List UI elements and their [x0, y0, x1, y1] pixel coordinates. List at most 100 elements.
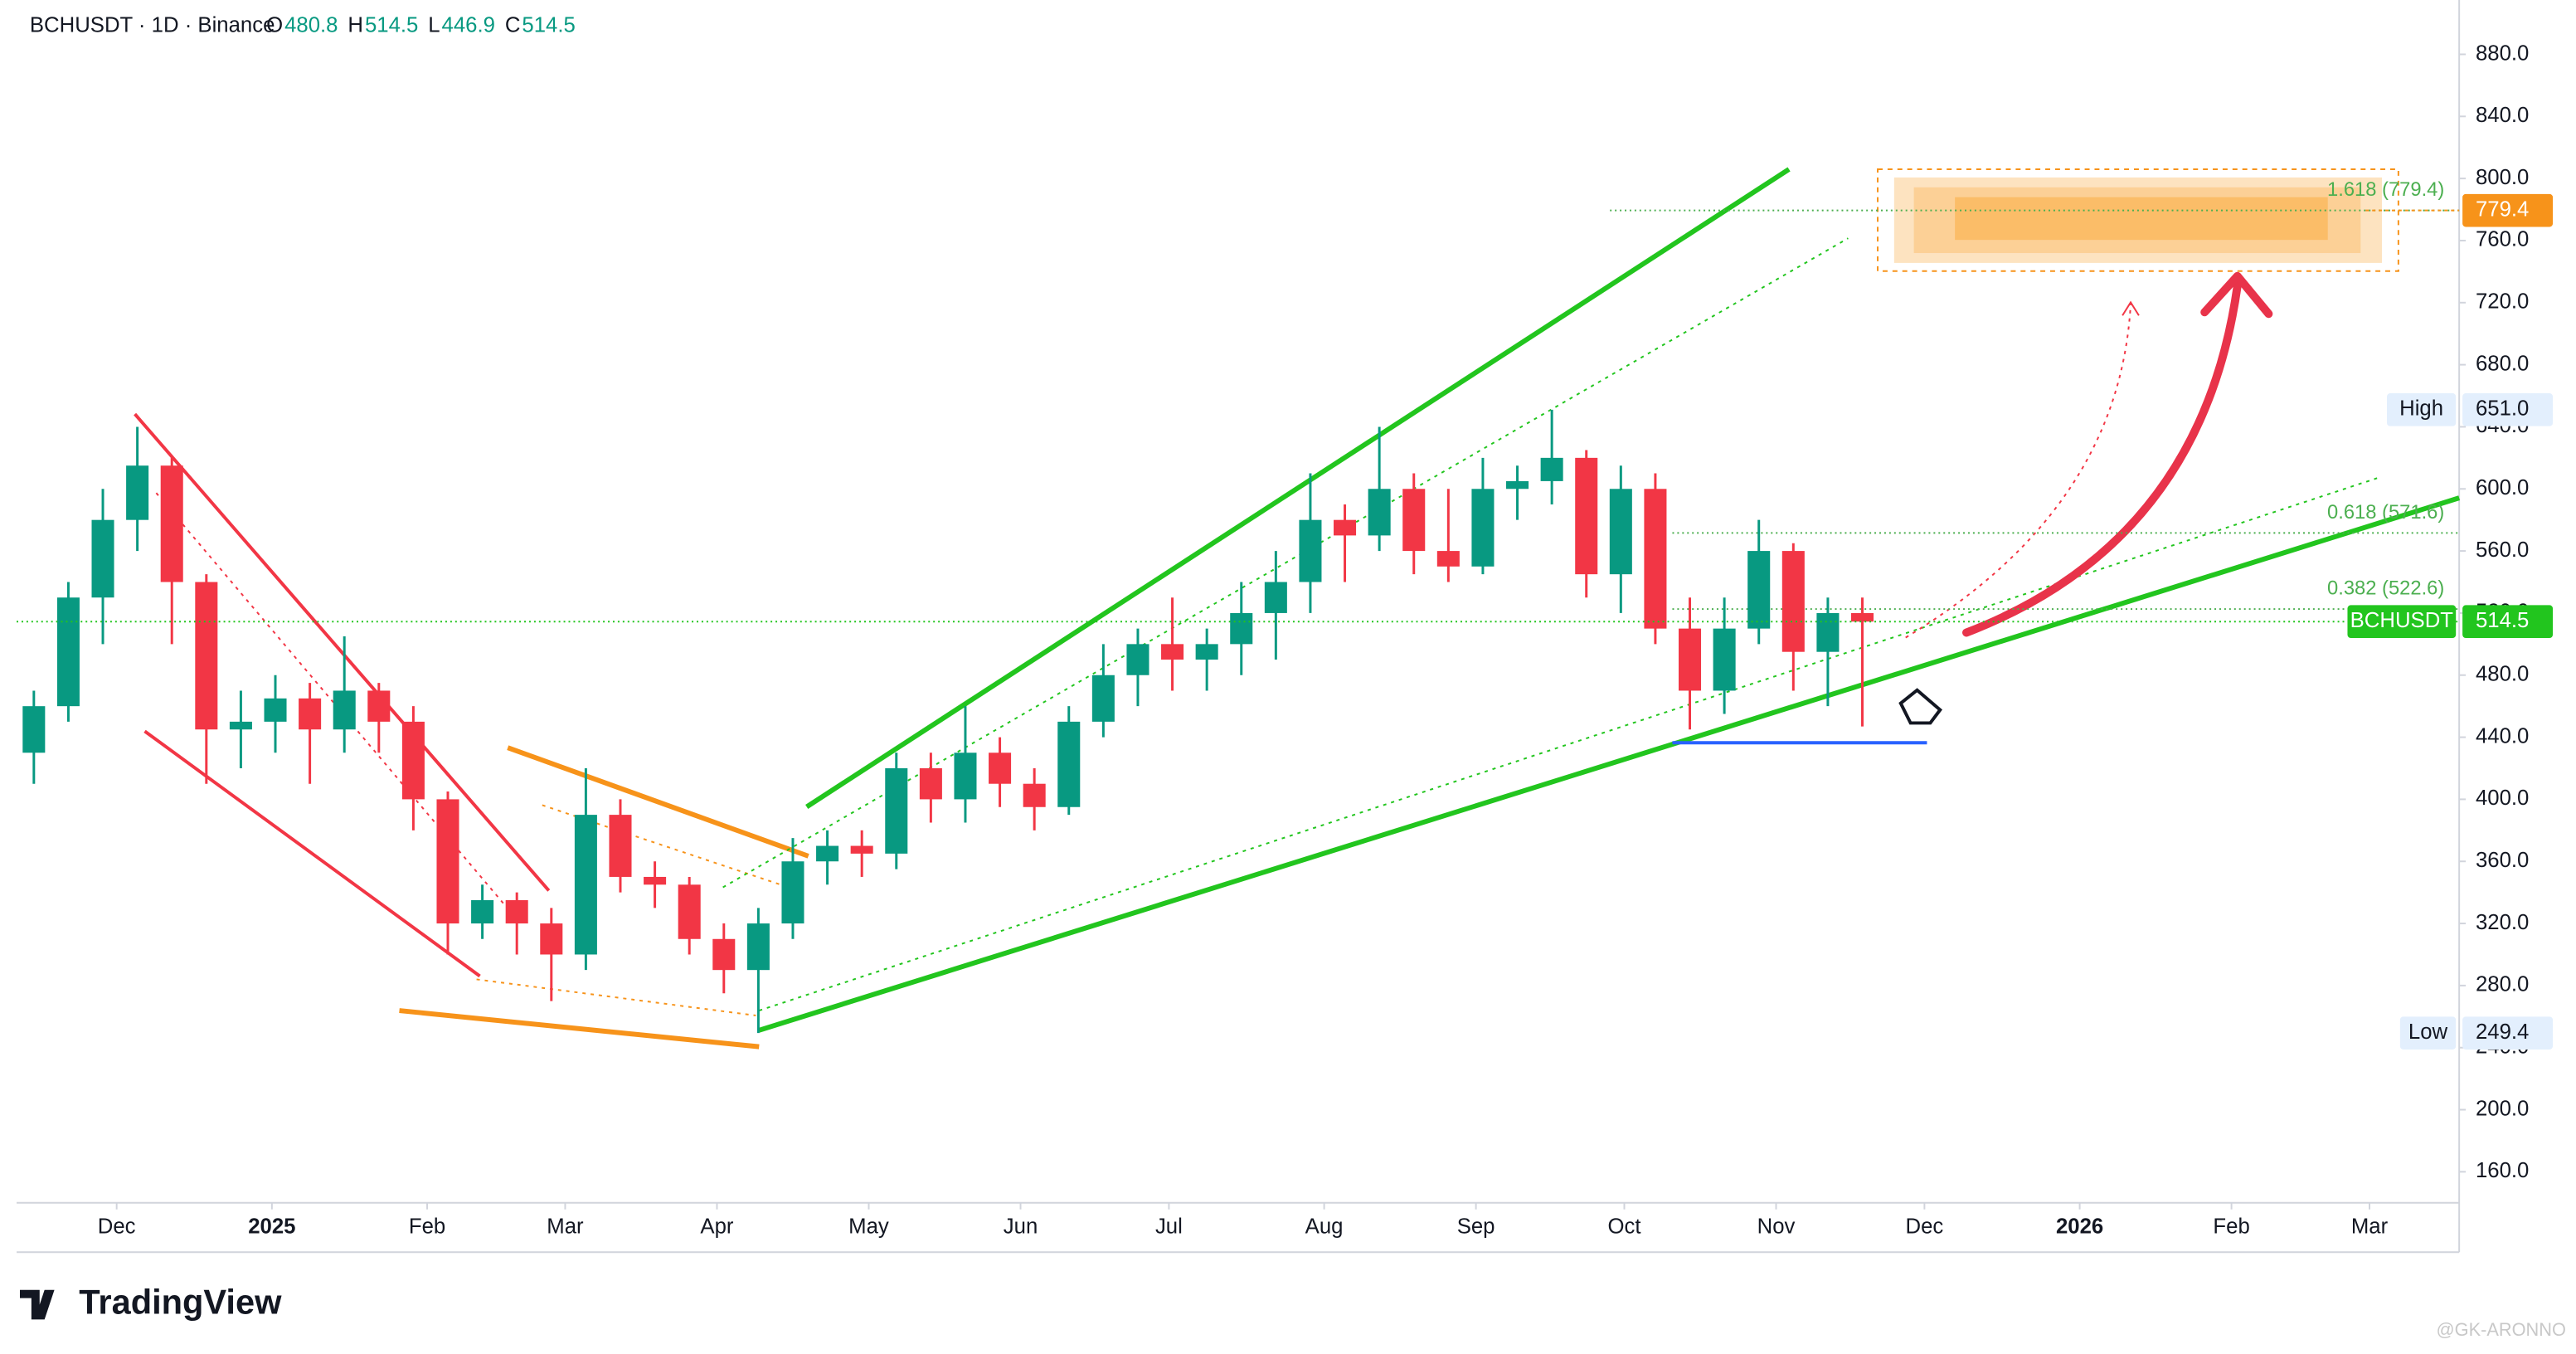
candle-body [1091, 675, 1115, 722]
target-zone [1955, 197, 2328, 241]
price-badge-label: 249.4 [2476, 1020, 2529, 1044]
price-badge [2462, 393, 2554, 426]
x-tick-label: Apr [700, 1215, 733, 1238]
candle-body [1575, 457, 1598, 575]
badge-name-bg [2347, 605, 2457, 639]
brand-name: TradingView [79, 1283, 282, 1322]
symbol-title: BCHUSDT · 1D · Binance [30, 13, 275, 37]
candle-body [919, 767, 942, 800]
y-tick-label: 200.0 [2476, 1097, 2529, 1120]
trendline [134, 412, 551, 892]
projection-arrow [1905, 304, 2132, 639]
x-tick-label: Feb [409, 1215, 445, 1238]
candle-body [885, 767, 908, 854]
candle-body [367, 690, 391, 722]
candle-body [264, 698, 287, 722]
badge-name-bg [2387, 393, 2457, 426]
x-tick-label: 2026 [2056, 1215, 2103, 1238]
candle-body [22, 706, 46, 753]
ohlc-value: 480.8 [284, 13, 338, 37]
drawings [134, 167, 2461, 1050]
target-zone [1877, 168, 2399, 272]
candle-body [678, 884, 701, 939]
candle-body [195, 582, 218, 730]
y-tick-label: 400.0 [2476, 787, 2529, 810]
badge-name: High [2399, 397, 2443, 421]
candle-body [644, 876, 667, 885]
price-badge-label: 651.0 [2476, 397, 2529, 421]
candle-body [1747, 551, 1771, 629]
candle-body [1816, 612, 1840, 652]
candle-body [333, 690, 356, 730]
price-badge [2462, 1016, 2554, 1050]
badge-name-bg [2399, 1016, 2457, 1050]
candle-body [1436, 551, 1460, 567]
x-tick-label: Sep [1457, 1215, 1495, 1238]
candle-body [1230, 612, 1253, 645]
candle-body [1506, 480, 1529, 489]
watermark: @GK-ARONNO [2437, 1319, 2566, 1340]
projection-arrow [1962, 281, 2242, 637]
candle-body [954, 752, 977, 800]
candle-body [505, 900, 528, 924]
trendline [722, 237, 1849, 889]
y-tick-label: 560.0 [2476, 538, 2529, 562]
x-tick-label: Mar [2351, 1215, 2389, 1238]
price-badge-label: 514.5 [2476, 609, 2529, 632]
cursor-icon [1898, 688, 1942, 725]
ohlc-value: 514.5 [522, 13, 575, 37]
y-tick-label: 440.0 [2476, 724, 2529, 748]
candle-body [126, 465, 149, 520]
ohlc-key: L [428, 13, 440, 37]
candle-body [1195, 644, 1218, 660]
candle-body [781, 861, 804, 924]
price-badge [2462, 605, 2554, 639]
ohlc-value: 446.9 [442, 13, 495, 37]
badge-name: Low [2408, 1020, 2448, 1044]
plot: 1.618 (779.4) 0.618 (571.6) 0.382 (522.6) [17, 178, 2460, 1034]
candle-body [1126, 644, 1149, 675]
badge-name: BCHUSDT [2350, 609, 2454, 632]
candle-body [746, 923, 770, 971]
candle-body [1161, 644, 1184, 660]
x-tick-label: Jun [1004, 1215, 1038, 1238]
candle-body [1679, 628, 1702, 691]
candle-body [401, 721, 425, 800]
ohlc-value: 514.5 [365, 13, 418, 37]
fib-label: 0.382 (522.6) [2327, 577, 2444, 600]
candle-body [712, 938, 736, 971]
candle-body [850, 845, 873, 854]
fib-label: 0.618 (571.6) [2327, 501, 2444, 524]
trendline [476, 978, 756, 1016]
y-tick-label: 600.0 [2476, 476, 2529, 499]
candle-body [436, 799, 459, 924]
y-tick-label: 840.0 [2476, 104, 2529, 127]
candle-body [1471, 489, 1495, 567]
trendline [399, 1008, 760, 1050]
candle-body [1609, 489, 1632, 575]
x-tick-label: Nov [1757, 1215, 1796, 1238]
candle-body [989, 752, 1012, 784]
x-tick-label: Feb [2213, 1215, 2249, 1238]
candle-body [1850, 612, 1874, 622]
x-tick-label: Dec [1906, 1215, 1944, 1238]
trendline [143, 729, 481, 978]
projection-arrow [2122, 300, 2140, 316]
trendline [507, 745, 809, 859]
y-tick-label: 720.0 [2476, 290, 2529, 314]
candle-body [1402, 489, 1426, 552]
fib-label: 1.618 (779.4) [2327, 178, 2444, 201]
y-tick-label: 680.0 [2476, 352, 2529, 375]
trendline [805, 167, 1791, 809]
candle-body [540, 923, 563, 955]
x-tick-label: Aug [1305, 1215, 1344, 1238]
x-tick-label: Oct [1607, 1215, 1640, 1238]
x-tick-label: Dec [98, 1215, 136, 1238]
candle-body [229, 721, 252, 730]
candle-body [91, 519, 114, 598]
candle-body [609, 815, 632, 877]
candle-body [1023, 783, 1046, 807]
candle-body [1713, 628, 1736, 691]
